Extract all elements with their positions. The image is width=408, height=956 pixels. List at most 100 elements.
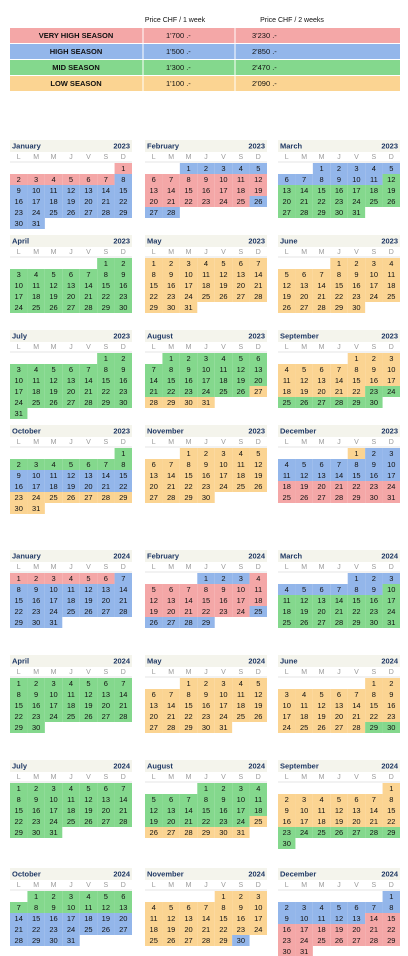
day-number: 2 [221, 784, 225, 793]
day-number: 22 [352, 482, 360, 491]
day-cell [162, 481, 180, 492]
day-cell [97, 805, 115, 816]
day-cell [62, 302, 80, 313]
day-number: 21 [119, 596, 127, 605]
day-cell [278, 196, 296, 207]
day-number: 24 [67, 925, 75, 934]
day-cell [114, 689, 132, 700]
day-cell [382, 258, 400, 269]
day-cell [278, 805, 296, 816]
day-number: 3 [389, 449, 393, 458]
day-cell [278, 481, 296, 492]
day-number: 11 [32, 281, 40, 290]
day-number: 6 [152, 690, 156, 699]
weekday: M [186, 344, 192, 351]
day-cell [312, 174, 331, 185]
weekday: D [389, 774, 394, 781]
day-cell [179, 459, 198, 470]
day-number: 8 [17, 795, 21, 804]
weekday: V [86, 439, 91, 446]
month-name: May [147, 236, 162, 245]
price-row [10, 60, 400, 75]
day-cell [249, 573, 267, 584]
day-number: 19 [300, 387, 308, 396]
day-number: 6 [104, 574, 108, 583]
day-number: 16 [219, 806, 227, 815]
year: 2024 [248, 551, 266, 560]
day-cell [295, 269, 313, 280]
day-number: 24 [283, 723, 291, 732]
price-row [10, 28, 400, 43]
day-number: 18 [67, 596, 75, 605]
day-number: 19 [219, 281, 227, 290]
day-number: 26 [150, 828, 158, 837]
day-cell [145, 196, 163, 207]
day-cell [197, 924, 215, 935]
day-number: 25 [283, 398, 291, 407]
day-cell [278, 584, 296, 595]
weekday: L [17, 564, 21, 571]
day-cell [44, 280, 63, 291]
day-cell [10, 794, 28, 805]
day-number: 30 [49, 936, 57, 945]
day-cell [278, 700, 296, 711]
day-number: 21 [167, 482, 175, 491]
day-cell [44, 794, 63, 805]
day-cell [79, 470, 98, 481]
day-number: 5 [256, 679, 260, 688]
day-number: 2 [204, 449, 208, 458]
day-cell [62, 816, 80, 827]
day-number: 23 [32, 712, 40, 721]
day-number: 17 [184, 281, 192, 290]
day-number: 29 [352, 398, 360, 407]
weekday: M [319, 882, 325, 889]
day-number: 31 [67, 936, 75, 945]
day-cell [312, 291, 331, 302]
day-cell [114, 207, 132, 218]
day-number: 8 [169, 365, 173, 374]
day-number: 15 [335, 281, 343, 290]
day-cell [278, 913, 296, 924]
weekday: J [337, 564, 341, 571]
day-cell [62, 924, 80, 935]
day-number: 16 [370, 596, 378, 605]
day-number: 17 [283, 712, 291, 721]
day-number: 4 [319, 795, 323, 804]
day-number: 1 [204, 574, 208, 583]
day-cell [347, 700, 366, 711]
day-cell [365, 280, 383, 291]
day-number: 18 [237, 186, 245, 195]
day-number: 18 [283, 607, 291, 616]
day-number: 4 [239, 449, 243, 458]
day-number: 11 [300, 701, 308, 710]
day-cell [278, 711, 296, 722]
day-number: 28 [317, 303, 325, 312]
weekday: M [33, 669, 39, 676]
day-number: 13 [184, 914, 192, 923]
day-number: 7 [337, 365, 341, 374]
day-number: 14 [335, 376, 343, 385]
day-cell [382, 492, 400, 503]
day-cell [162, 196, 180, 207]
day-number: 22 [32, 925, 40, 934]
day-number: 7 [337, 585, 341, 594]
day-cell [249, 196, 267, 207]
day-cell [44, 397, 63, 408]
day-cell [162, 174, 180, 185]
weekday: D [256, 154, 261, 161]
day-number: 1 [354, 574, 358, 583]
day-number: 8 [34, 903, 38, 912]
day-cell [145, 805, 163, 816]
weekday: M [33, 564, 39, 571]
day-cell [278, 816, 296, 827]
day-number: 30 [335, 208, 343, 217]
day-cell [162, 302, 180, 313]
day-number: 30 [283, 947, 291, 956]
day-number: 20 [102, 596, 110, 605]
day-number: 9 [285, 806, 289, 815]
day-number: 27 [317, 398, 325, 407]
day-cell [249, 700, 267, 711]
day-cell [114, 606, 132, 617]
day-number: 19 [283, 292, 291, 301]
day-number: 6 [319, 365, 323, 374]
